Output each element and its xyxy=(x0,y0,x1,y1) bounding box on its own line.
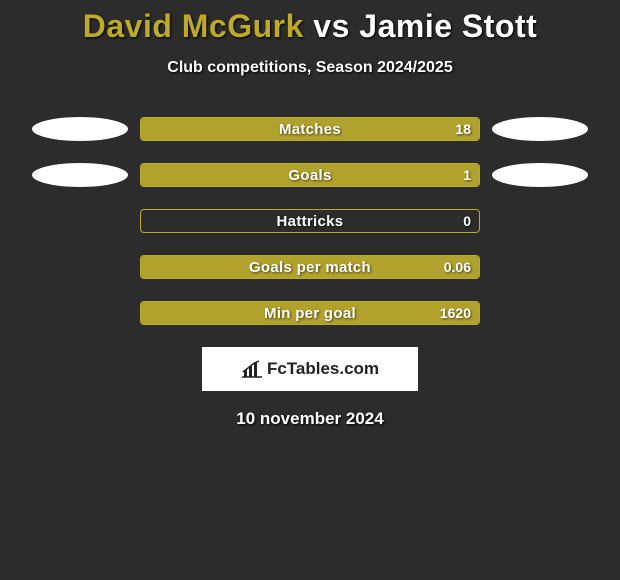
bar-chart-icon xyxy=(241,360,263,378)
stat-label: Goals xyxy=(141,164,479,186)
stat-label: Goals per match xyxy=(141,256,479,278)
date-label: 10 november 2024 xyxy=(0,409,620,429)
stat-bar: Min per goal1620 xyxy=(140,301,480,325)
page-title: David McGurk vs Jamie Stott xyxy=(0,8,620,45)
stat-label: Hattricks xyxy=(141,210,479,232)
subtitle: Club competitions, Season 2024/2025 xyxy=(0,59,620,77)
stat-row: Goals1 xyxy=(0,163,620,187)
stat-bar: Hattricks0 xyxy=(140,209,480,233)
left-ellipse xyxy=(32,117,128,141)
right-ellipse-wrap xyxy=(480,117,600,141)
logo-text: FcTables.com xyxy=(267,359,379,379)
stat-row: Matches18 xyxy=(0,117,620,141)
stat-label: Min per goal xyxy=(141,302,479,324)
stat-right-value: 1620 xyxy=(440,302,471,324)
stat-bar: Goals per match0.06 xyxy=(140,255,480,279)
left-ellipse-wrap xyxy=(20,163,140,187)
stat-label: Matches xyxy=(141,118,479,140)
logo-box: FcTables.com xyxy=(202,347,418,391)
stat-row: Hattricks0 xyxy=(0,209,620,233)
left-ellipse xyxy=(32,163,128,187)
right-ellipse xyxy=(492,117,588,141)
stats-list: Matches18 Goals1 Hattricks0 Goals per match… xyxy=(0,117,620,325)
vs-label: vs xyxy=(313,8,350,44)
stat-bar: Goals1 xyxy=(140,163,480,187)
stat-bar: Matches18 xyxy=(140,117,480,141)
right-ellipse xyxy=(492,163,588,187)
stat-right-value: 0.06 xyxy=(444,256,471,278)
right-ellipse-wrap xyxy=(480,163,600,187)
player1-name: David McGurk xyxy=(83,8,304,44)
stat-right-value: 0 xyxy=(463,210,471,232)
player2-name: Jamie Stott xyxy=(359,8,537,44)
comparison-card: David McGurk vs Jamie Stott Club competi… xyxy=(0,0,620,429)
stat-right-value: 1 xyxy=(463,164,471,186)
stat-row: Min per goal1620 xyxy=(0,301,620,325)
stat-right-value: 18 xyxy=(455,118,471,140)
left-ellipse-wrap xyxy=(20,117,140,141)
stat-row: Goals per match0.06 xyxy=(0,255,620,279)
